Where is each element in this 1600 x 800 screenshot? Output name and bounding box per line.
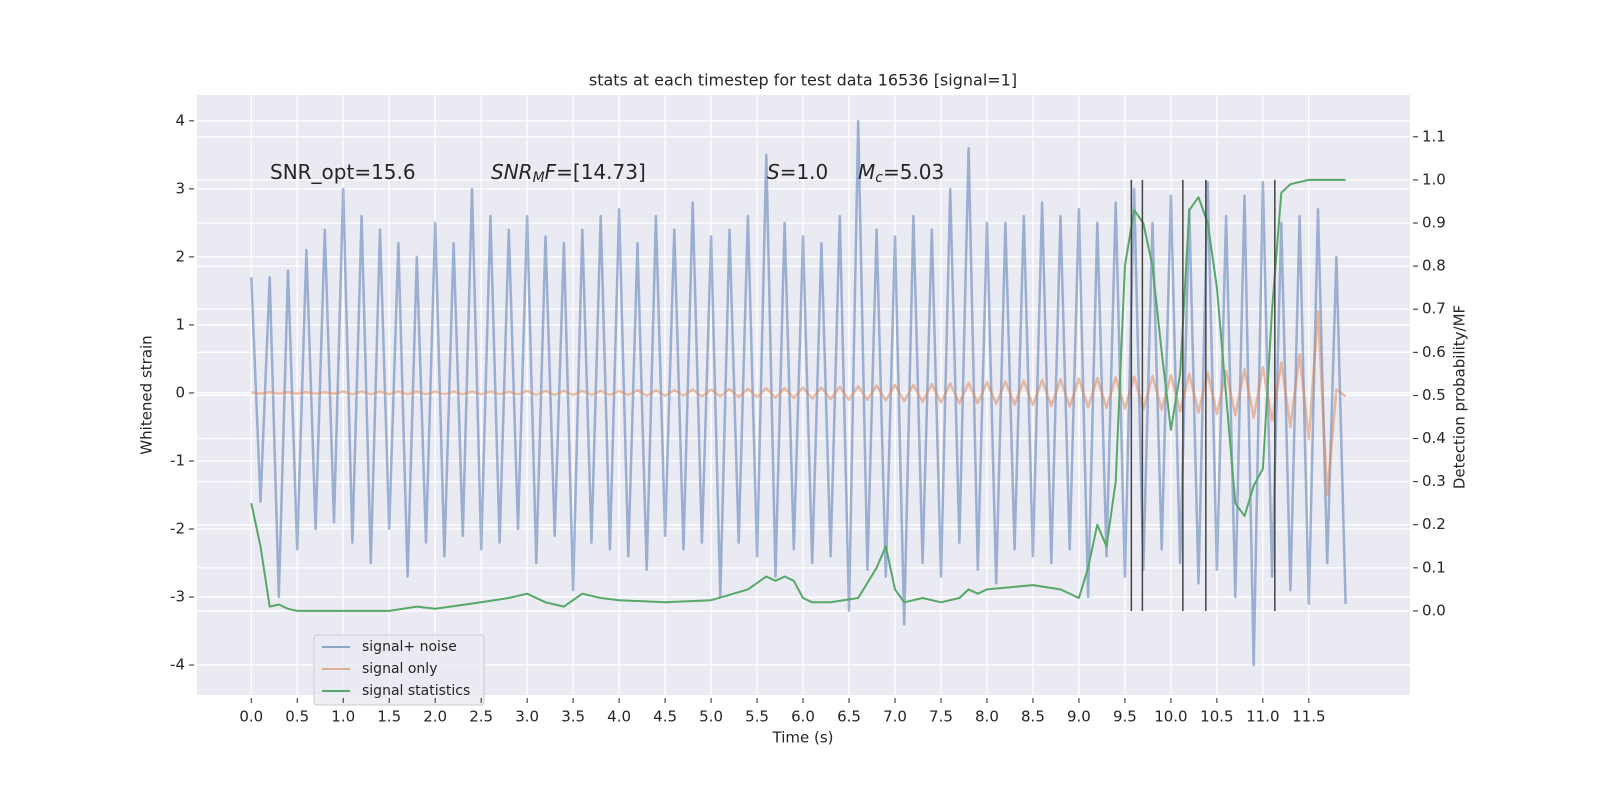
x-tick-label: 11.5	[1292, 708, 1325, 726]
x-tick-label: 7.0	[883, 708, 907, 726]
annotation-part: =[14.73]	[556, 160, 646, 184]
x-tick-label: 2.0	[423, 708, 447, 726]
x-tick-label: 5.5	[745, 708, 769, 726]
annotation-part: M	[858, 160, 875, 184]
x-tick-label: 9.0	[1067, 708, 1091, 726]
annotation-part: F	[545, 160, 557, 184]
y2-axis-label: Detection probability/MF	[1451, 305, 1469, 489]
y-tick-label: -2	[170, 520, 185, 538]
x-tick-label: 5.0	[699, 708, 723, 726]
legend-label: signal+ noise	[362, 639, 457, 655]
x-tick-label: 2.5	[469, 708, 493, 726]
y-tick-label: 2	[175, 247, 185, 265]
series-line	[250, 178, 1346, 612]
annotation-part: =5.03	[883, 160, 944, 184]
legend: signal+ noise signal only signal statistic…	[313, 634, 485, 706]
y2-tick-label: 1.1	[1422, 127, 1446, 145]
x-tick-label: 1.5	[377, 708, 401, 726]
annotation: SNRMF=[14.73]	[491, 160, 646, 187]
y-tick-label: 1	[175, 315, 185, 333]
y2-tick-label: 0.8	[1422, 257, 1446, 275]
x-tick-label: 4.5	[653, 708, 677, 726]
y-tick-label: -4	[170, 656, 185, 674]
legend-label: signal only	[362, 661, 437, 677]
annotation-part: SNR_opt=15.6	[270, 160, 416, 184]
y2-tick-label: 0.6	[1422, 343, 1446, 361]
annotations: SNR_opt=15.6 SNRMF=[14.73] S=1.0 Mc=5.03	[270, 160, 944, 187]
x-axis-label: Time (s)	[772, 729, 834, 747]
y-tick-label: 4	[175, 111, 185, 129]
annotation: SNR_opt=15.6	[270, 160, 416, 184]
x-tick-label: 6.5	[837, 708, 861, 726]
y-tick-label: -1	[170, 451, 185, 469]
chart-title: stats at each timestep for test data 165…	[589, 71, 1017, 90]
marks	[250, 119, 1347, 667]
y2-tick-label: 0.7	[1422, 300, 1446, 318]
x-tick-label: 7.5	[929, 708, 953, 726]
y2-tick-label: 0.1	[1422, 558, 1446, 576]
y2-tick-label: 1.0	[1422, 170, 1446, 188]
y2-tick-label: 0.0	[1422, 601, 1446, 619]
x-tick-label: 10.5	[1200, 708, 1233, 726]
annotation-part: SNR	[491, 160, 533, 184]
y2-tick-label: 0.2	[1422, 515, 1446, 533]
x-tick-label: 3.5	[561, 708, 585, 726]
y2-tick-label: 0.3	[1422, 472, 1446, 490]
x-tick-label: 0.5	[285, 708, 309, 726]
annotation-part: c	[875, 170, 883, 186]
x-tick-label: 4.0	[607, 708, 631, 726]
annotation-part: M	[533, 170, 545, 186]
annotation-part: S	[767, 160, 780, 184]
y2-tick-label: 0.4	[1422, 429, 1446, 447]
legend-label: signal statistics	[362, 683, 470, 699]
x-tick-label: 9.5	[1113, 708, 1137, 726]
series-line	[251, 310, 1347, 497]
x-tick-label: 6.0	[791, 708, 815, 726]
x-tick-label: 0.0	[239, 708, 263, 726]
x-tick-label: 10.0	[1154, 708, 1187, 726]
legend-box	[313, 634, 485, 706]
x-tick-label: 8.5	[1021, 708, 1045, 726]
annotation: S=1.0	[767, 160, 828, 184]
y-tick-label: -3	[170, 588, 185, 606]
y-tick-label: 0	[175, 383, 185, 401]
y-axis-label: Whitened strain	[138, 335, 156, 454]
x-tick-label: 3.0	[515, 708, 539, 726]
x-tick-label: 1.0	[331, 708, 355, 726]
y-tick-label: 3	[175, 179, 185, 197]
y2-tick-label: 0.5	[1422, 386, 1446, 404]
annotation: Mc=5.03	[858, 160, 944, 187]
annotation-part: =1.0	[780, 160, 829, 184]
y2-tick-label: 0.9	[1422, 214, 1446, 232]
x-tick-label: 8.0	[975, 708, 999, 726]
x-tick-label: 11.0	[1246, 708, 1279, 726]
